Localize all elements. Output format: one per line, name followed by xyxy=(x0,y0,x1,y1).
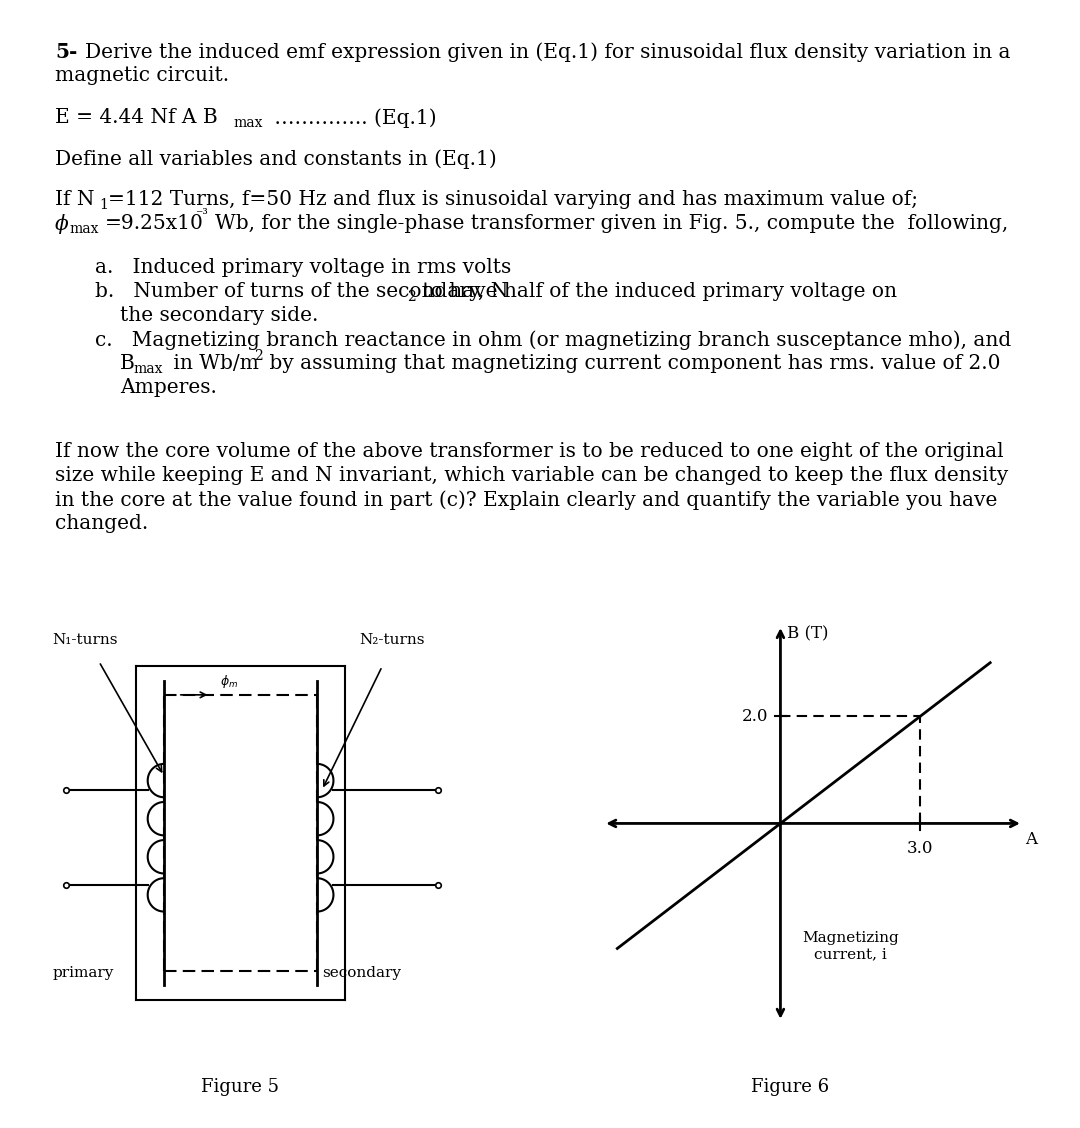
Text: 2.0: 2.0 xyxy=(742,707,769,725)
Text: Figure 5: Figure 5 xyxy=(201,1078,279,1096)
Text: N₂-turns: N₂-turns xyxy=(359,633,424,647)
Text: Amperes.: Amperes. xyxy=(120,378,217,397)
Text: 2: 2 xyxy=(254,349,262,363)
Text: If now the core volume of the above transformer is to be reduced to one eight of: If now the core volume of the above tran… xyxy=(55,442,1003,461)
Text: to have half of the induced primary voltage on: to have half of the induced primary volt… xyxy=(416,282,897,301)
Text: If N: If N xyxy=(55,190,95,209)
Text: 5-: 5- xyxy=(55,42,78,62)
Text: B: B xyxy=(120,354,135,373)
Text: =9.25x10: =9.25x10 xyxy=(105,214,204,233)
Text: max: max xyxy=(233,116,262,130)
Text: B (T): B (T) xyxy=(787,625,829,642)
Text: by assuming that magnetizing current component has rms. value of 2.0: by assuming that magnetizing current com… xyxy=(264,354,1000,373)
Text: primary: primary xyxy=(53,967,113,980)
Text: Figure 6: Figure 6 xyxy=(751,1078,829,1096)
Text: Wb, for the single-phase transformer given in Fig. 5., compute the  following,: Wb, for the single-phase transformer giv… xyxy=(215,214,1009,233)
Text: a.   Induced primary voltage in rms volts: a. Induced primary voltage in rms volts xyxy=(95,258,511,277)
Text: max: max xyxy=(69,222,98,236)
Text: the secondary side.: the secondary side. xyxy=(120,306,319,325)
Text: changed.: changed. xyxy=(55,514,148,534)
Text: max: max xyxy=(133,362,162,376)
Text: A: A xyxy=(1025,831,1037,848)
Text: size while keeping E and N invariant, which variable can be changed to keep the : size while keeping E and N invariant, wh… xyxy=(55,466,1009,485)
Text: 2: 2 xyxy=(407,290,416,305)
Text: Magnetizing
current, i: Magnetizing current, i xyxy=(802,931,899,961)
Text: ⁻³: ⁻³ xyxy=(195,208,207,222)
Text: in the core at the value found in part (c)? Explain clearly and quantify the var: in the core at the value found in part (… xyxy=(55,490,997,510)
Text: 3.0: 3.0 xyxy=(907,839,933,856)
Text: ………….. (Eq.1): ………….. (Eq.1) xyxy=(268,108,436,127)
Text: Define all variables and constants in (Eq.1): Define all variables and constants in (E… xyxy=(55,149,497,169)
Text: =112 Turns, f=50 Hz and flux is sinusoidal varying and has maximum value of;: =112 Turns, f=50 Hz and flux is sinusoid… xyxy=(108,190,918,209)
Text: $\phi_m$: $\phi_m$ xyxy=(219,673,238,690)
Text: magnetic circuit.: magnetic circuit. xyxy=(55,67,229,85)
Text: Derive the induced emf expression given in (Eq.1) for sinusoidal flux density va: Derive the induced emf expression given … xyxy=(85,42,1011,62)
Text: in Wb/m: in Wb/m xyxy=(167,354,259,373)
Text: N₁-turns: N₁-turns xyxy=(53,633,118,647)
Text: b.   Number of turns of the secondary, N: b. Number of turns of the secondary, N xyxy=(95,282,509,301)
Text: 1: 1 xyxy=(99,199,108,212)
Text: E = 4.44 Nf A B: E = 4.44 Nf A B xyxy=(55,108,218,127)
Text: ϕ: ϕ xyxy=(55,214,69,233)
Text: secondary: secondary xyxy=(322,967,401,980)
Text: c.   Magnetizing branch reactance in ohm (or magnetizing branch susceptance mho): c. Magnetizing branch reactance in ohm (… xyxy=(95,331,1011,350)
